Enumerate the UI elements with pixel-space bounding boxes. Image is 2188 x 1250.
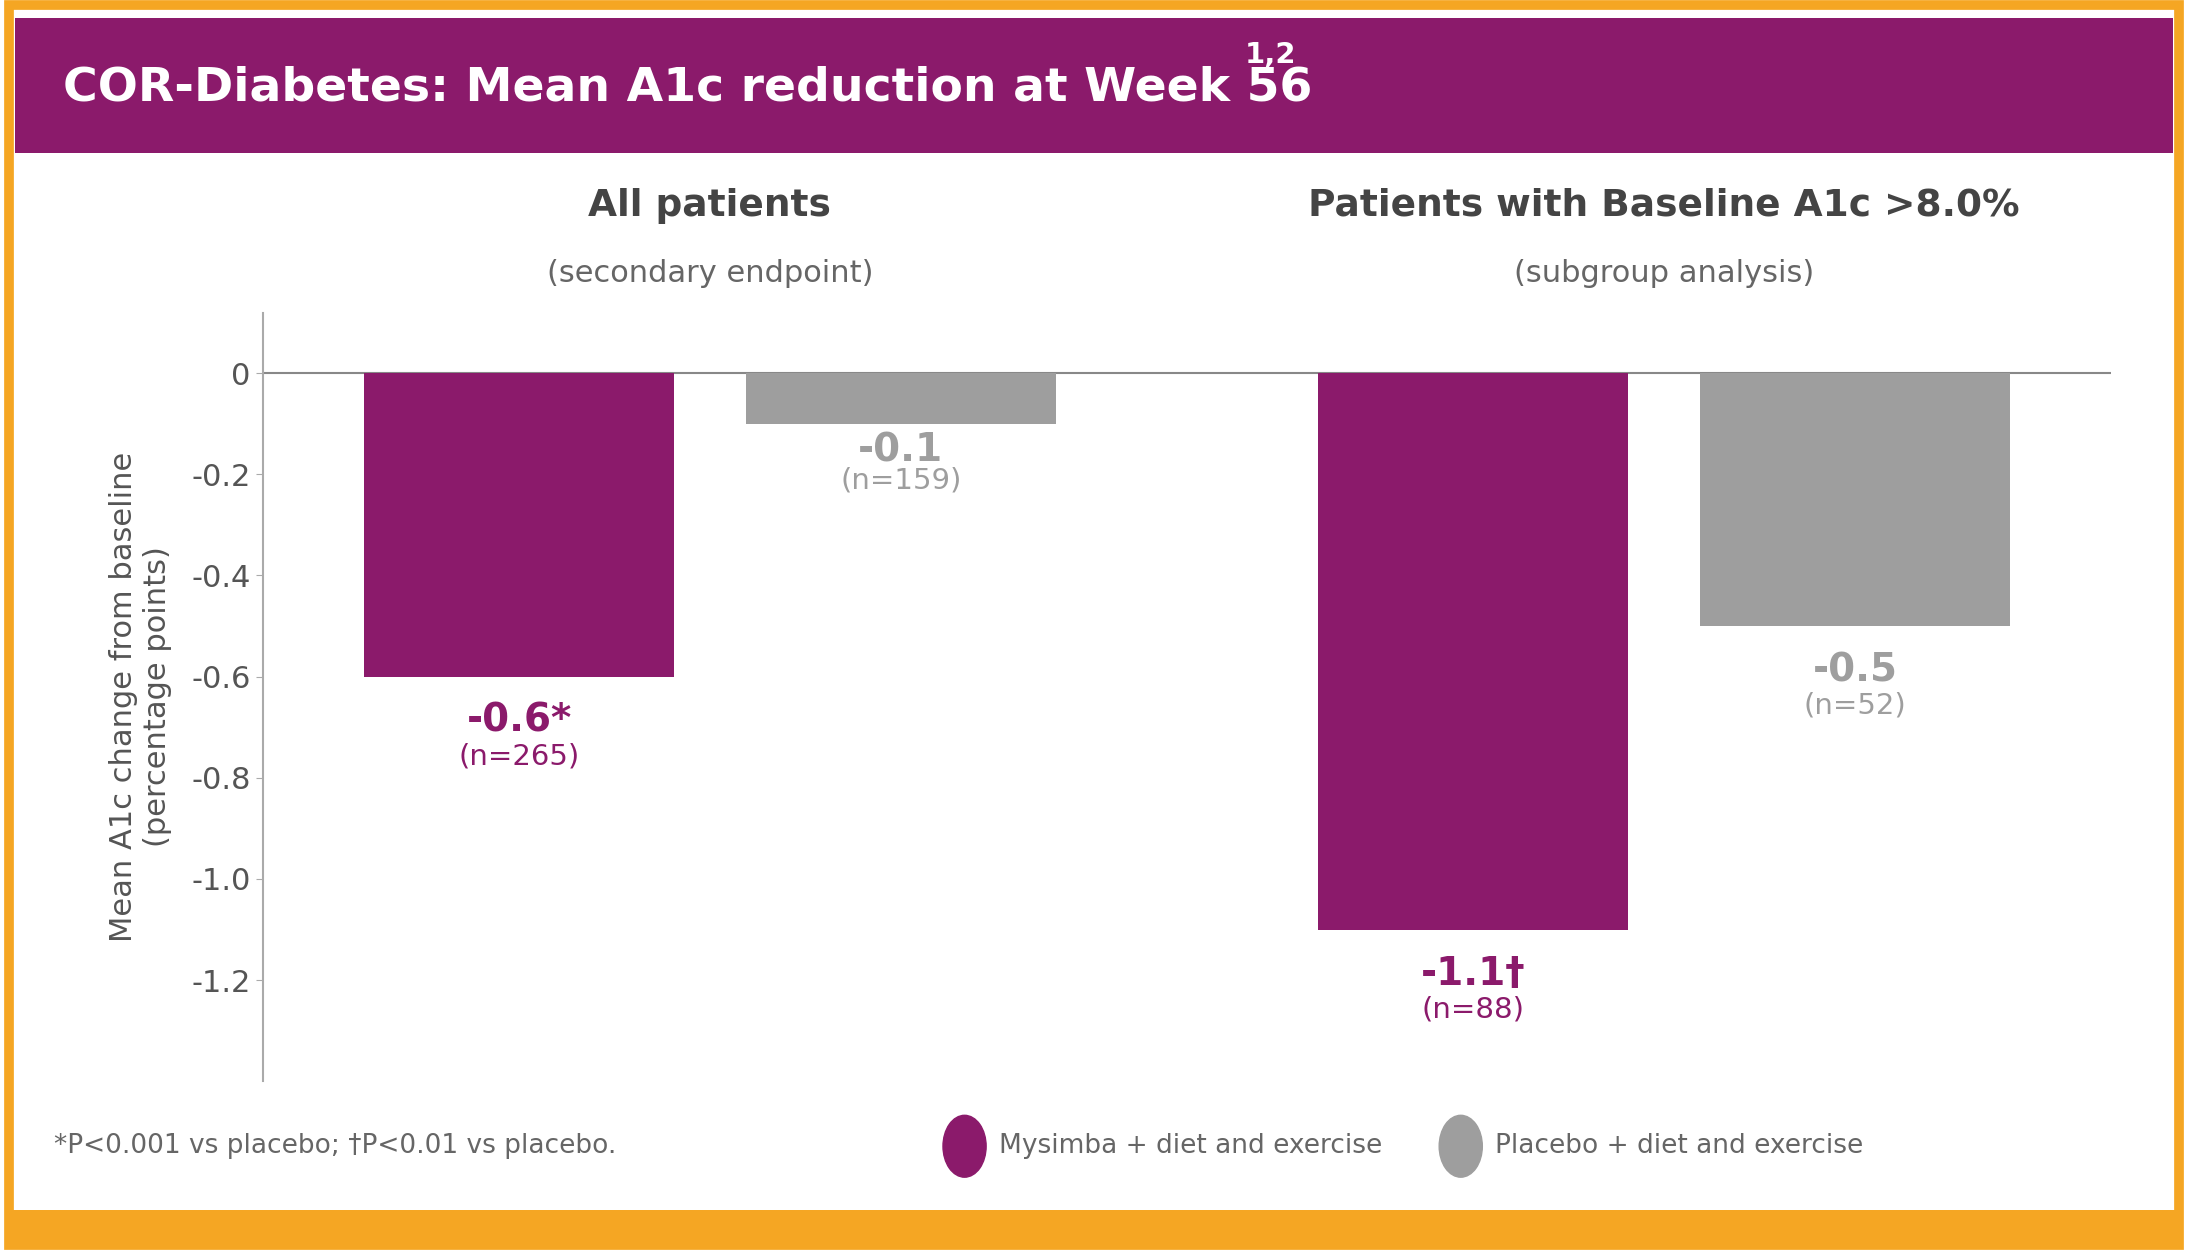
Ellipse shape xyxy=(943,1115,987,1178)
FancyBboxPatch shape xyxy=(9,1210,2179,1245)
Y-axis label: Mean A1c change from baseline
(percentage points): Mean A1c change from baseline (percentag… xyxy=(109,451,173,942)
Bar xyxy=(1317,374,1628,930)
Text: (n=52): (n=52) xyxy=(1803,691,1906,720)
Text: (secondary endpoint): (secondary endpoint) xyxy=(547,259,873,289)
Text: (n=265): (n=265) xyxy=(459,742,580,770)
Ellipse shape xyxy=(1440,1115,1481,1178)
Text: -0.6*: -0.6* xyxy=(466,703,571,740)
Text: *P<0.001 vs placebo; †P<0.01 vs placebo.: *P<0.001 vs placebo; †P<0.01 vs placebo. xyxy=(55,1134,617,1159)
Text: (subgroup analysis): (subgroup analysis) xyxy=(1514,259,1814,289)
Text: (n=88): (n=88) xyxy=(1422,995,1525,1024)
Bar xyxy=(1700,374,2011,626)
Bar xyxy=(746,374,1057,424)
Text: -0.1: -0.1 xyxy=(858,431,943,469)
Bar xyxy=(363,374,674,676)
Text: 1,2: 1,2 xyxy=(1245,41,1297,69)
Text: -1.1†: -1.1† xyxy=(1420,955,1525,992)
Text: -0.5: -0.5 xyxy=(1812,651,1897,689)
Text: Placebo + diet and exercise: Placebo + diet and exercise xyxy=(1494,1134,1864,1159)
Text: Mysimba + diet and exercise: Mysimba + diet and exercise xyxy=(1000,1134,1383,1159)
FancyBboxPatch shape xyxy=(15,18,2173,152)
Text: COR-Diabetes: Mean A1c reduction at Week 56: COR-Diabetes: Mean A1c reduction at Week… xyxy=(63,65,1313,110)
Text: (n=159): (n=159) xyxy=(840,466,961,495)
Text: All patients: All patients xyxy=(589,188,831,224)
Text: Patients with Baseline A1c >8.0%: Patients with Baseline A1c >8.0% xyxy=(1308,188,2020,224)
